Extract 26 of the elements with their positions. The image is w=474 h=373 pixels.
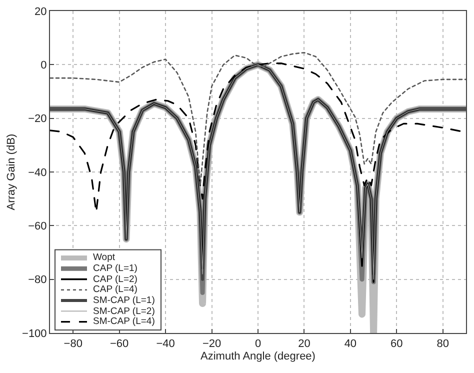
legend-label: Wopt xyxy=(93,252,116,263)
x-tick-label: −60 xyxy=(110,338,129,350)
x-tick-label: 80 xyxy=(436,338,450,350)
y-axis-title: Array Gain (dB) xyxy=(6,134,18,210)
y-tick-label: −60 xyxy=(28,220,47,233)
x-tick-label: −80 xyxy=(64,338,82,350)
legend-label: CAP (L=1) xyxy=(93,263,138,274)
legend-label: CAP (L=4) xyxy=(93,284,138,295)
x-tick-label: 60 xyxy=(390,338,403,350)
y-tick-label: −40 xyxy=(28,166,47,179)
x-tick-label: 0 xyxy=(254,338,262,350)
y-tick-label: −80 xyxy=(28,274,47,286)
x-tick-label: −20 xyxy=(202,338,222,350)
y-tick-label: −20 xyxy=(28,113,47,126)
y-tick-label: 0 xyxy=(40,60,47,72)
legend-label: SM-CAP (L=1) xyxy=(93,295,155,306)
x-tick-label: −40 xyxy=(156,338,175,350)
x-tick-label: 40 xyxy=(344,338,357,350)
y-tick-label: −100 xyxy=(22,328,47,340)
line-series xyxy=(50,52,466,186)
x-axis-title: Azimuth Angle (degree) xyxy=(200,350,316,362)
legend-label: CAP (L=2) xyxy=(93,274,138,285)
legend-label: SM-CAP (L=4) xyxy=(93,316,155,327)
y-tick-label: 20 xyxy=(34,6,47,18)
x-tick-label: 20 xyxy=(298,338,310,350)
legend-label: SM-CAP (L=2) xyxy=(93,306,155,317)
